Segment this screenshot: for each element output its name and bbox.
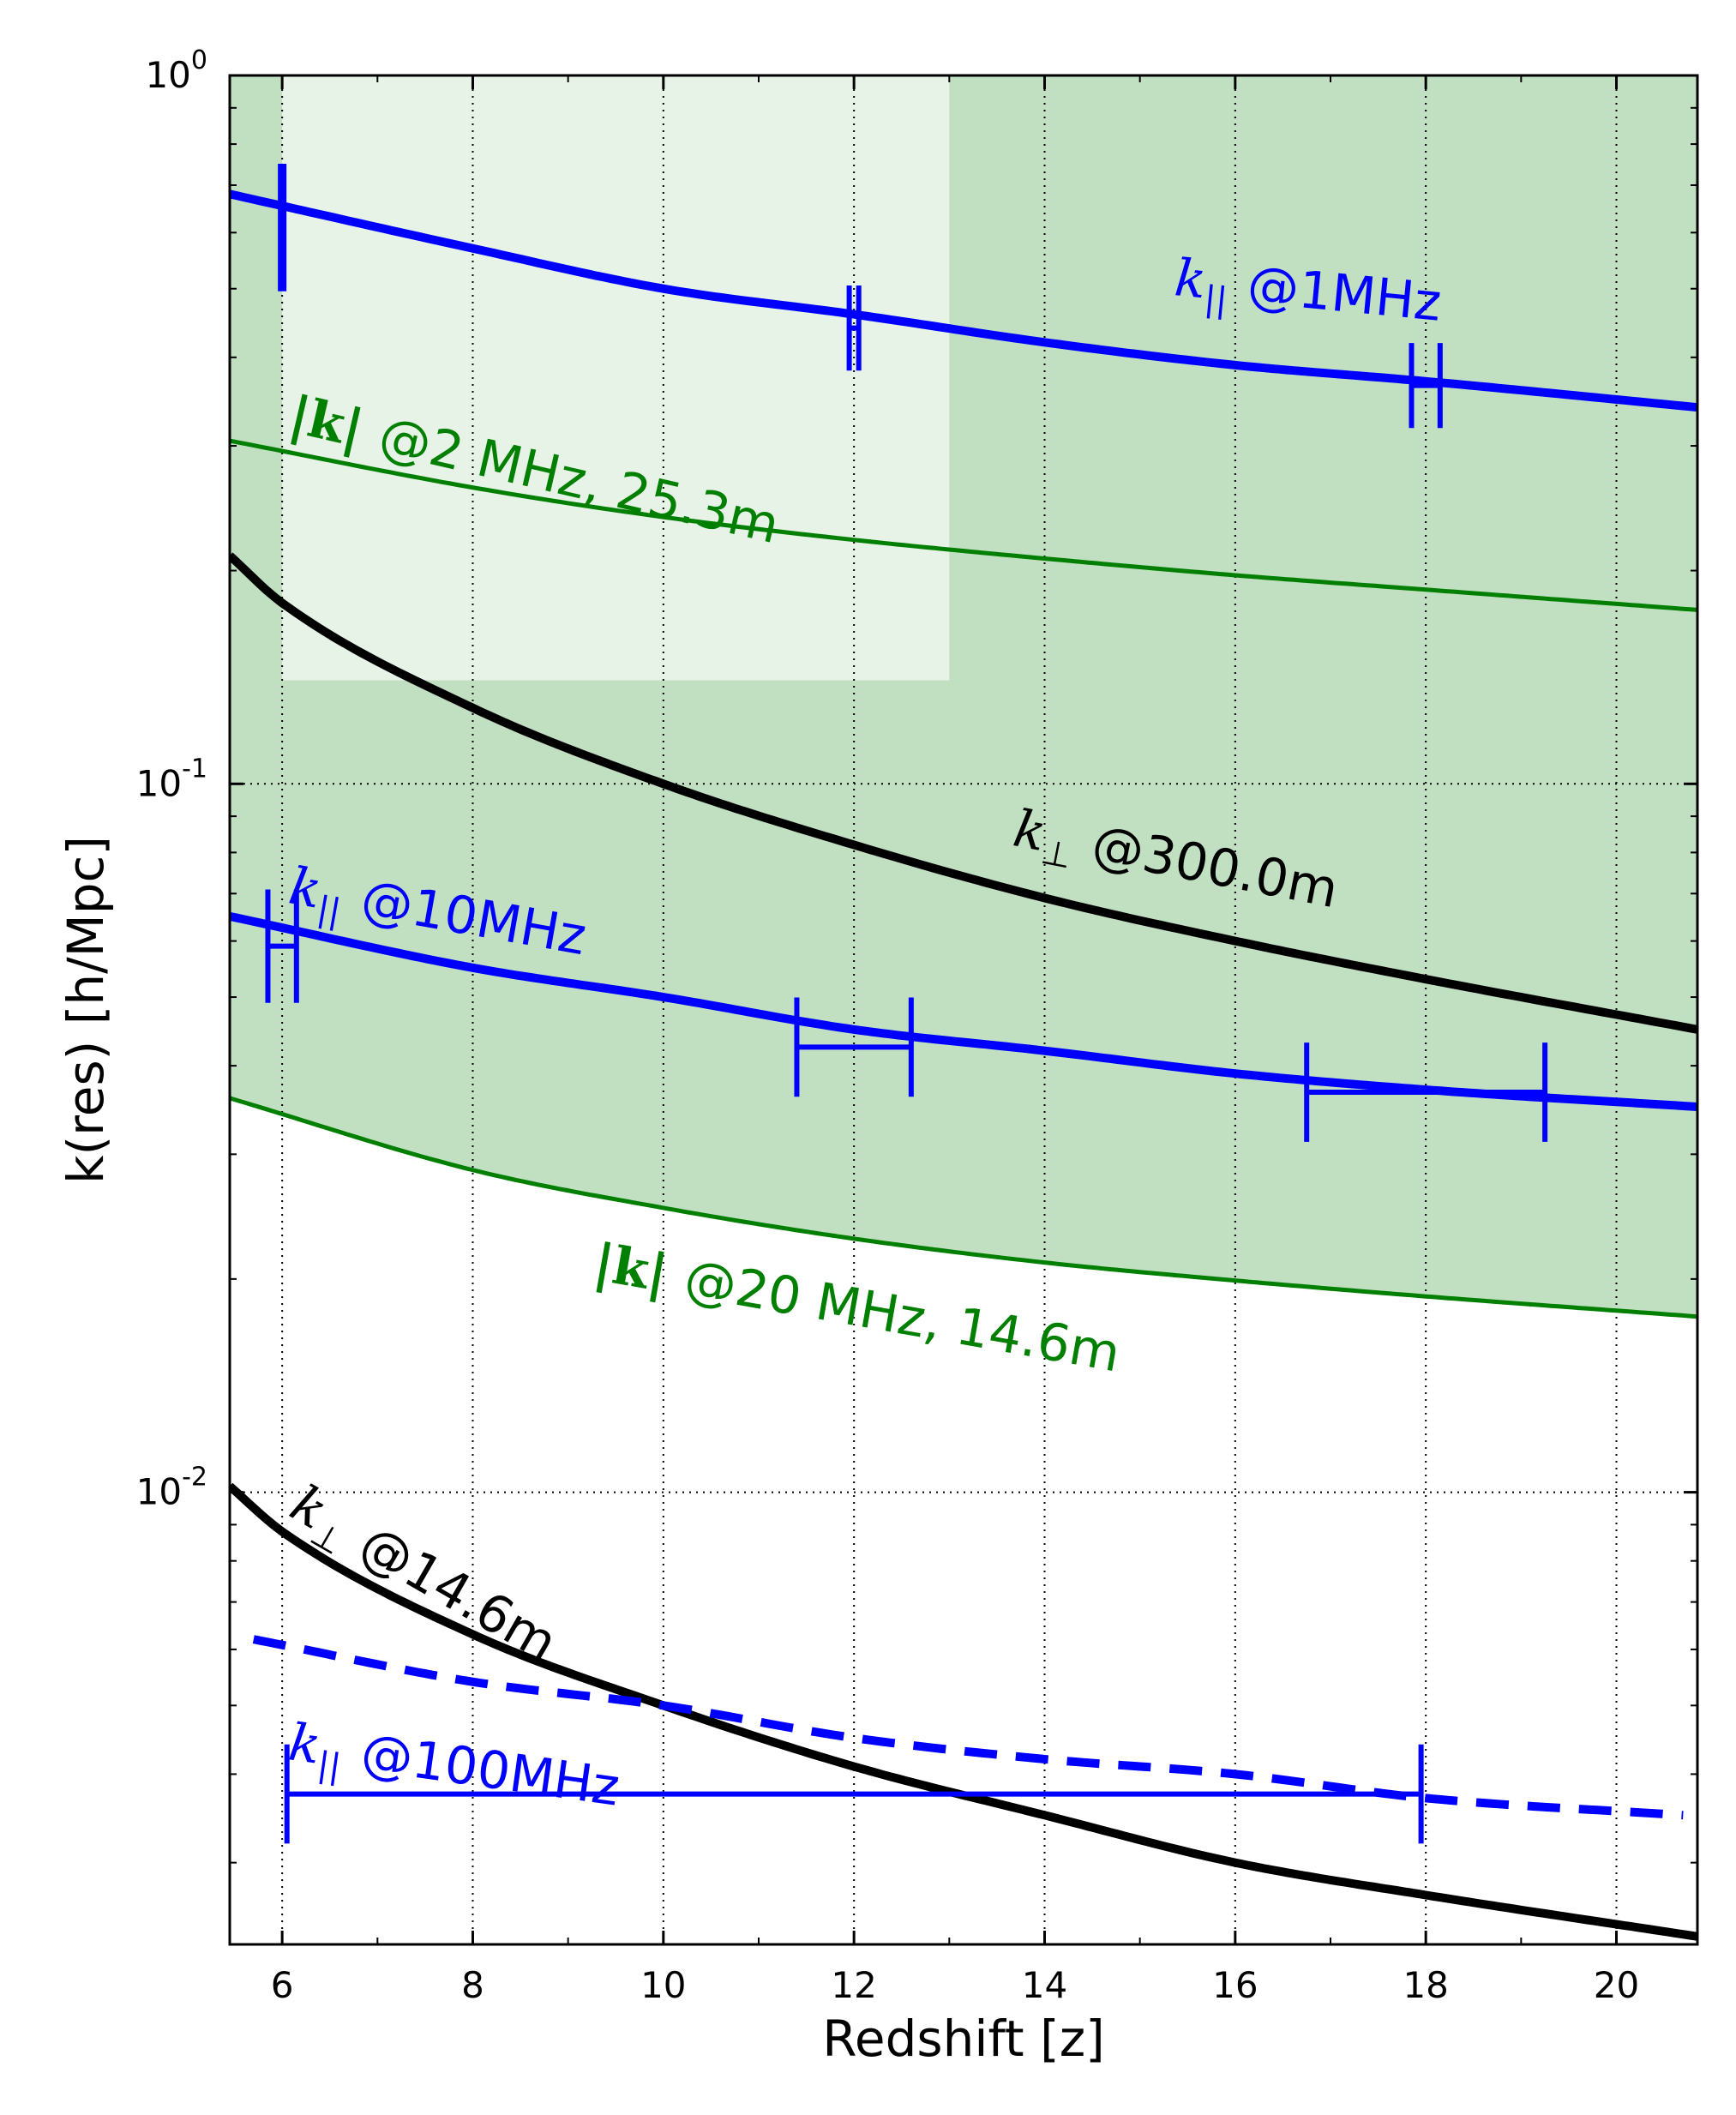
y-tick-base: 10: [145, 54, 190, 96]
series-line-0: [230, 189, 1697, 412]
y-axis-label: k(res) [h/Mpc]: [57, 836, 115, 1184]
y-tick-label: 100: [145, 45, 207, 96]
x-tick-label: 14: [1022, 1964, 1067, 2006]
x-tick-label: 10: [640, 1964, 686, 2006]
annotation-text: @20 MHz, 14.6m: [680, 1248, 1124, 1384]
y-tick-exponent: -1: [182, 754, 207, 784]
series-line-4: [230, 1096, 1697, 1319]
series-line-6: [252, 1635, 1684, 1820]
x-tick-label: 8: [461, 1964, 484, 2006]
x-tick-label: 16: [1212, 1964, 1258, 2006]
annotation-symbol: k: [1172, 248, 1209, 310]
y-tick-label: 10-1: [136, 754, 207, 804]
range-bar-1: [846, 285, 862, 371]
y-tick-label: 10-2: [136, 1463, 207, 1513]
shaded-band-layer: [230, 75, 1697, 1317]
y-tick-exponent: -2: [182, 1463, 207, 1493]
y-tick-exponent: 0: [191, 45, 207, 75]
range-bar-6: [284, 1744, 1424, 1844]
annotation-symbol: |k|: [590, 1233, 672, 1305]
plot-frame: [228, 74, 1699, 1946]
annotation-subscript: ||: [315, 1745, 343, 1787]
x-tick-label: 20: [1594, 1964, 1639, 2006]
x-tick-label: 12: [831, 1964, 876, 2006]
annotation-k-par-100mhz: k|| @100MHz: [284, 1712, 622, 1825]
x-tick-label: 18: [1403, 1964, 1448, 2006]
series-line-1: [230, 438, 1697, 612]
y-tick-base: 10: [136, 1471, 182, 1513]
x-axis-label: Redshift [z]: [822, 2010, 1105, 2068]
annotation-subscript: ⊥: [1038, 832, 1075, 877]
y-tick-base: 10: [136, 762, 182, 804]
inner-box: [282, 75, 950, 681]
range-bar-3: [265, 889, 299, 1003]
range-bar-4: [794, 997, 914, 1097]
annotation-text: @100MHz: [357, 1722, 623, 1818]
plot-frame-layer: [228, 74, 1699, 1946]
range-bar-layer: [265, 164, 1548, 1844]
series-line-2: [230, 552, 1697, 1034]
annotation-subscript: ||: [1202, 279, 1228, 321]
range-bar-2: [1409, 343, 1443, 429]
range-bar-5: [1304, 1042, 1548, 1142]
x-tick-label: 6: [271, 1964, 294, 2006]
